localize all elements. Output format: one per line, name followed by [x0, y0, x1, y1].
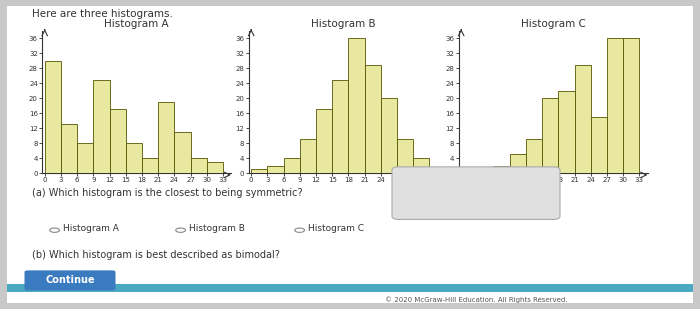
- Bar: [267, 166, 284, 173]
- Bar: [190, 158, 206, 173]
- Text: © 2020 McGraw-Hill Education. All Rights Reserved.: © 2020 McGraw-Hill Education. All Rights…: [385, 297, 568, 303]
- Title: Histogram B: Histogram B: [311, 19, 375, 29]
- Bar: [77, 143, 93, 173]
- Title: Histogram C: Histogram C: [521, 19, 585, 29]
- Bar: [575, 65, 591, 173]
- Bar: [158, 102, 174, 173]
- Bar: [174, 132, 190, 173]
- Text: Histogram C: Histogram C: [308, 223, 364, 233]
- Bar: [413, 158, 429, 173]
- Bar: [109, 109, 126, 173]
- Bar: [623, 38, 639, 173]
- Bar: [300, 139, 316, 173]
- Bar: [142, 158, 158, 173]
- Bar: [494, 166, 510, 173]
- Text: ?: ?: [514, 187, 521, 200]
- Bar: [284, 158, 300, 173]
- Text: (a) Which histogram is the closest to being symmetric?: (a) Which histogram is the closest to be…: [32, 188, 302, 198]
- Bar: [526, 139, 543, 173]
- Bar: [126, 143, 142, 173]
- Bar: [206, 162, 223, 173]
- Bar: [559, 91, 575, 173]
- Bar: [365, 65, 381, 173]
- Title: Histogram A: Histogram A: [104, 19, 169, 29]
- Bar: [397, 139, 413, 173]
- Bar: [251, 169, 267, 173]
- Bar: [316, 109, 332, 173]
- Bar: [591, 117, 607, 173]
- Bar: [381, 98, 397, 173]
- Bar: [477, 169, 494, 173]
- Text: Here are three histograms.: Here are three histograms.: [32, 9, 172, 19]
- Bar: [607, 38, 623, 173]
- Text: ↺: ↺: [466, 187, 476, 200]
- Bar: [332, 79, 349, 173]
- Bar: [61, 125, 77, 173]
- Bar: [93, 79, 109, 173]
- Text: Continue: Continue: [46, 275, 94, 285]
- Bar: [45, 61, 61, 173]
- Text: Histogram A: Histogram A: [63, 223, 119, 233]
- Bar: [510, 154, 526, 173]
- Text: (b) Which histogram is best described as bimodal?: (b) Which histogram is best described as…: [32, 250, 279, 260]
- Bar: [461, 169, 477, 173]
- Bar: [542, 98, 559, 173]
- Bar: [349, 38, 365, 173]
- Text: Histogram B: Histogram B: [189, 223, 245, 233]
- Text: ×: ×: [420, 186, 432, 200]
